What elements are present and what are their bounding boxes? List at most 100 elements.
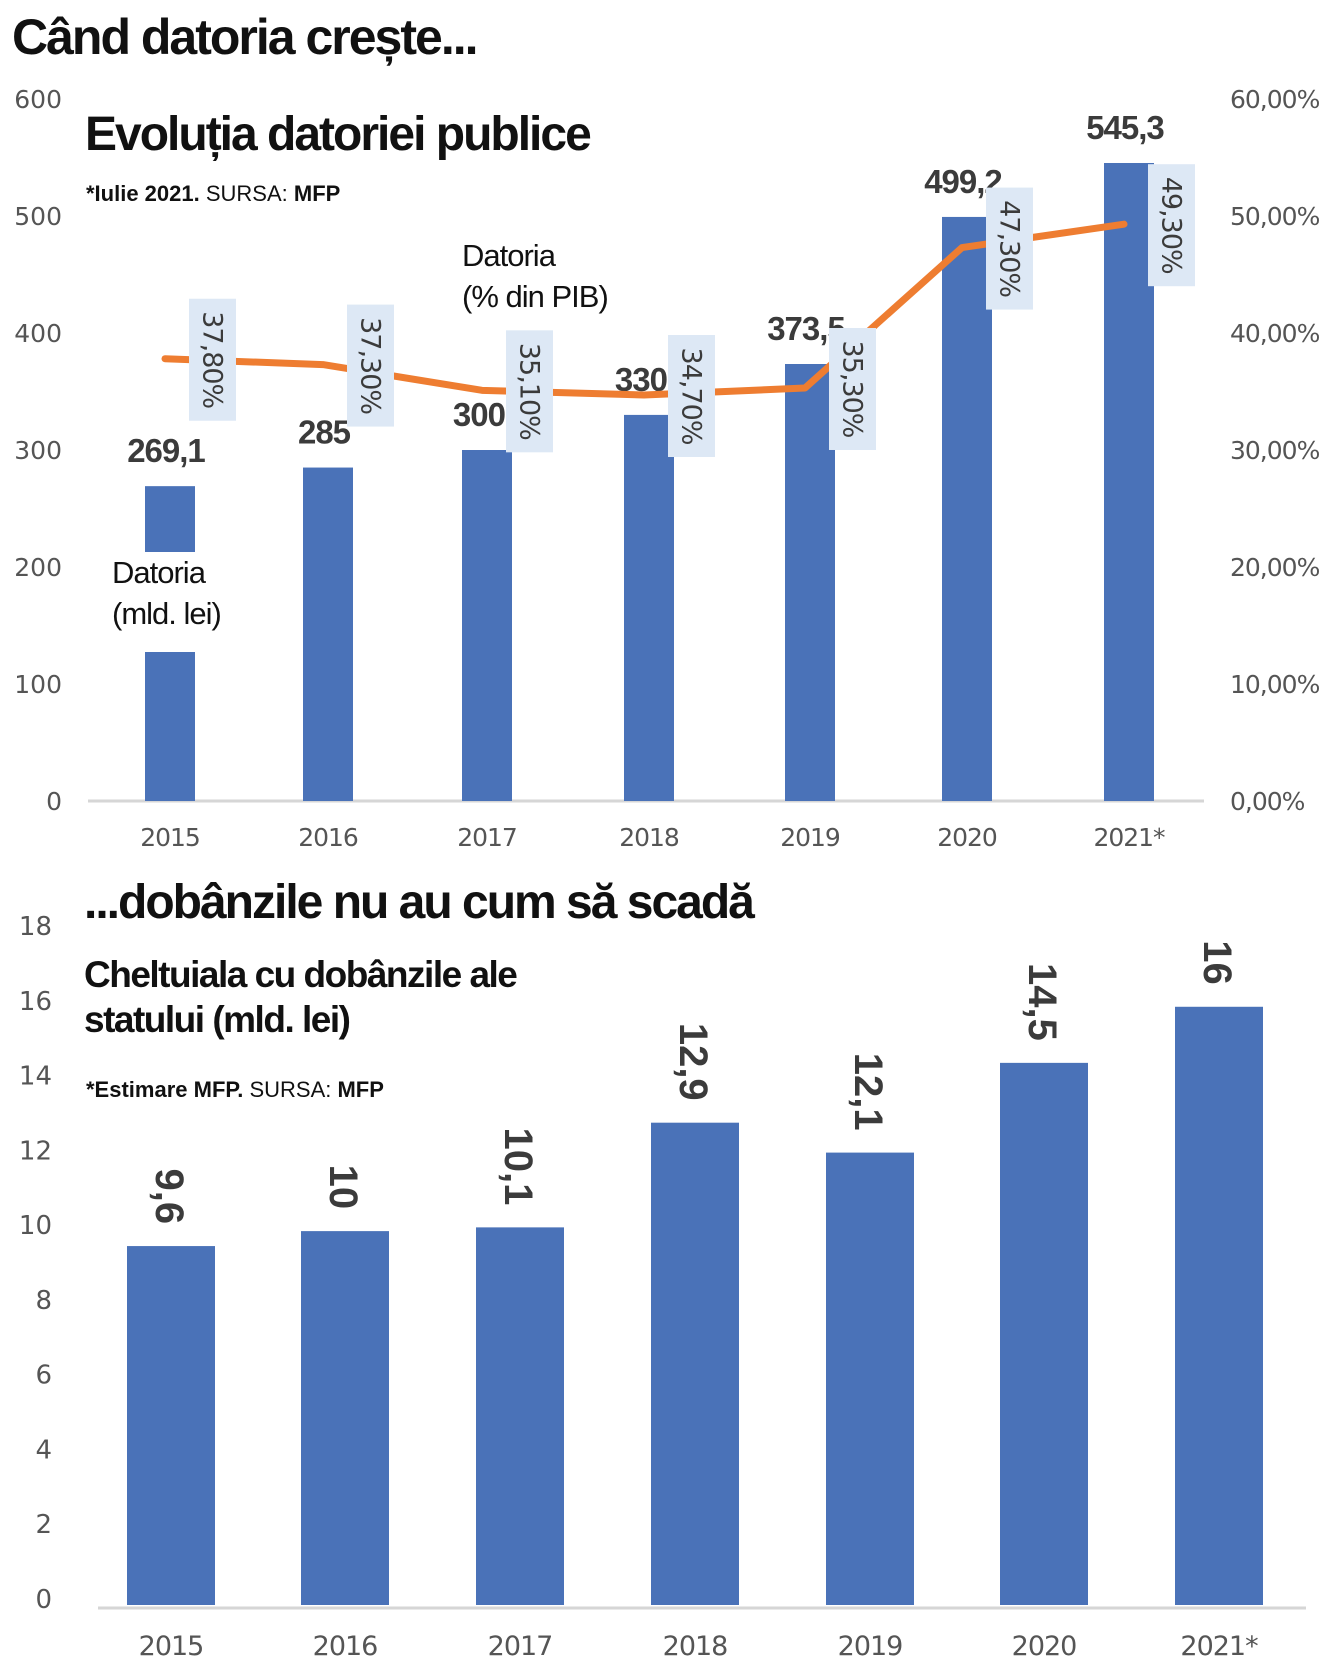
y-right-tick-label: 60,00% (1230, 85, 1320, 114)
y-right-tick-label: 30,00% (1230, 436, 1320, 465)
debt-bar (624, 414, 674, 801)
bar-series-label-line2: (mld. lei) (112, 596, 221, 631)
interest-bar (1000, 1062, 1088, 1605)
y-tick-label: 12 (19, 1136, 52, 1166)
y-tick-label: 8 (35, 1286, 52, 1316)
x-tick-label: 2016 (298, 823, 358, 852)
pct-label-box (668, 335, 715, 458)
interest-bar-value-label: 16 (1195, 940, 1239, 985)
debt-bars (140, 162, 1154, 801)
debt-bar (942, 216, 992, 801)
bar-label-background (140, 552, 230, 652)
interest-bar (651, 1122, 739, 1605)
bar-series-label-line1: Datoria (112, 555, 207, 590)
line-series-label-line1: Datoria (462, 238, 557, 273)
debt-bar (303, 467, 353, 801)
interest-bar (826, 1152, 914, 1605)
interest-bar (301, 1231, 389, 1605)
interest-section-title: ...dobânzile nu au cum să scadă (84, 876, 755, 929)
y-left-tick-label: 300 (14, 436, 62, 465)
y-right-tick-label: 10,00% (1230, 670, 1320, 699)
x-tick-label: 2021* (1093, 823, 1165, 852)
y-right-tick-label: 40,00% (1230, 319, 1320, 348)
pct-value-label: 34,70% (676, 348, 707, 445)
debt-gdp-line-path (161, 220, 1128, 399)
y-right-tick-label: 50,00% (1230, 202, 1320, 231)
y-tick-label: 14 (19, 1062, 52, 1092)
x-tick-label: 2015 (139, 1631, 204, 1662)
pct-value-label: 37,30% (355, 317, 386, 414)
debt-bar-value-label: 269,1 (127, 432, 205, 469)
y-tick-label: 4 (35, 1435, 52, 1465)
interest-bar-value-label: 14,5 (1020, 963, 1064, 1041)
x-tick-label: 2015 (140, 823, 200, 852)
y-left-tick-label: 200 (14, 553, 62, 582)
pct-value-label: 37,80% (197, 311, 228, 408)
y-tick-label: 0 (35, 1585, 52, 1615)
pct-value-label: 35,10% (514, 343, 545, 440)
y-tick-label: 16 (19, 987, 52, 1017)
interest-bar-value-label: 12,9 (671, 1023, 715, 1101)
x-tick-label: 2020 (1012, 1631, 1077, 1662)
interest-bar (476, 1227, 564, 1605)
y-left-tick-label: 100 (14, 670, 62, 699)
debt-bar-value-label: 285 (298, 414, 351, 451)
debt-bar (1104, 162, 1154, 801)
pct-label-box (189, 298, 236, 421)
y-tick-label: 2 (35, 1510, 52, 1540)
pct-label-box (986, 187, 1033, 310)
interest-bar-value-label: 10,1 (496, 1128, 540, 1206)
interest-chart-title-line2: statului (mld. lei) (84, 999, 350, 1040)
interest-bar (127, 1246, 215, 1605)
interest-bars (127, 1006, 1263, 1605)
y-right-tick-label: 20,00% (1230, 553, 1320, 582)
interest-bar-value-label: 12,1 (846, 1053, 890, 1131)
interest-chart-title-line1: Cheltuiala cu dobânzile ale (84, 954, 517, 995)
pct-value-label: 49,30% (1156, 177, 1187, 274)
interest-bar-value-label: 9,6 (147, 1168, 191, 1224)
debt-bar-value-label: 545,3 (1086, 109, 1164, 146)
debt-bar-value-label: 300, (453, 396, 513, 433)
debt-gdp-labels: 37,80% 37,30% 35,10% 34,70% 35,30% 47,30% 49,3… (189, 164, 1195, 458)
y-tick-label: 6 (35, 1361, 52, 1391)
interest-bar (1175, 1006, 1263, 1605)
debt-bar (462, 450, 512, 801)
pct-label-box (506, 330, 553, 453)
y-left-tick-label: 400 (14, 319, 62, 348)
y-tick-label: 10 (19, 1211, 52, 1241)
main-title: Când datoria crește... (12, 9, 477, 65)
debt-gdp-line (161, 220, 1128, 399)
debt-chart-source: *Iulie 2021. SURSA: MFP (86, 181, 340, 206)
interest-bar-labels: 9,6 10 10,1 12,9 12,1 14,5 16 (147, 940, 1239, 1224)
interest-source-name: MFP (337, 1077, 383, 1102)
y-right-tick-label: 0,00% (1230, 787, 1305, 816)
x-tick-label: 2017 (488, 1631, 553, 1662)
interest-chart-source: *Estimare MFP. SURSA: MFP (86, 1077, 384, 1102)
pct-value-label: 35,30% (837, 341, 868, 438)
x-tick-label: 2021* (1180, 1631, 1258, 1662)
x-tick-label: 2018 (619, 823, 679, 852)
x-tick-label: 2019 (780, 823, 840, 852)
interest-chart-axes: 0 2 4 6 8 10 12 14 16 18 2015 2016 2017 2018 2019 2020 2… (19, 912, 1306, 1662)
x-tick-label: 2017 (457, 823, 517, 852)
interest-source-note: *Estimare MFP. (86, 1077, 243, 1102)
pct-label-box (347, 304, 394, 427)
x-tick-label: 2016 (313, 1631, 378, 1662)
debt-source-note: *Iulie 2021. (86, 181, 200, 206)
interest-source-label: SURSA: (243, 1077, 337, 1102)
x-tick-label: 2019 (838, 1631, 903, 1662)
x-tick-label: 2018 (663, 1631, 728, 1662)
pct-label-box (1148, 164, 1195, 287)
pct-label-box (829, 327, 876, 450)
y-left-tick-label: 600 (14, 85, 62, 114)
debt-bar (785, 364, 835, 801)
y-left-tick-label: 500 (14, 202, 62, 231)
line-series-label-line2: (% din PIB) (462, 279, 608, 314)
debt-source-name: MFP (294, 181, 340, 206)
y-tick-label: 18 (19, 912, 52, 942)
y-left-tick-label: 0 (46, 787, 62, 816)
pct-value-label: 47,30% (994, 200, 1025, 297)
debt-source-label: SURSA: (200, 181, 294, 206)
x-tick-label: 2020 (937, 823, 997, 852)
